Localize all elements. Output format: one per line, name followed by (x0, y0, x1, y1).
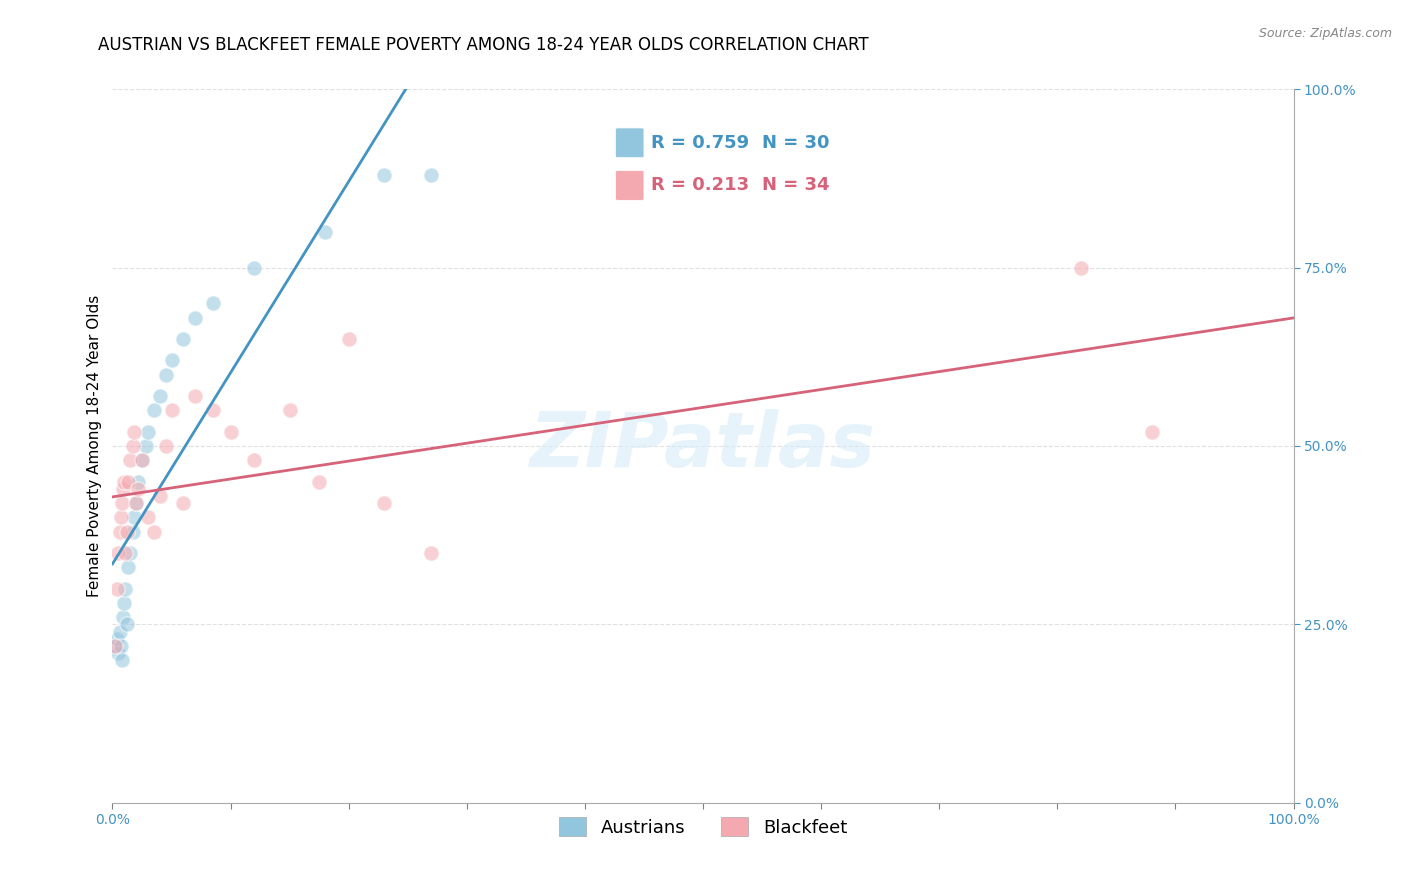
Point (112, 596, 135, 610)
Point (219, 425, 242, 439)
Point (121, 439, 143, 453)
Point (110, 639, 132, 653)
Point (243, 260, 266, 275)
Point (160, 353, 183, 368)
Point (337, 332, 360, 346)
Point (111, 653, 134, 667)
Point (112, 475, 135, 489)
Point (131, 453, 153, 467)
Point (160, 403, 183, 417)
Point (184, 389, 207, 403)
Point (120, 546, 142, 560)
Point (155, 368, 177, 382)
Point (142, 524, 165, 539)
Text: Source: ZipAtlas.com: Source: ZipAtlas.com (1258, 27, 1392, 40)
Point (308, 475, 330, 489)
Point (115, 617, 138, 632)
Point (117, 560, 139, 574)
Point (122, 425, 145, 439)
Point (155, 439, 177, 453)
Point (172, 496, 194, 510)
Point (136, 510, 159, 524)
Point (314, 225, 336, 239)
Point (104, 639, 127, 653)
Point (111, 496, 134, 510)
Point (201, 296, 224, 310)
Text: ZIPatlas: ZIPatlas (530, 409, 876, 483)
Point (108, 624, 131, 639)
Point (121, 524, 143, 539)
Point (149, 489, 172, 503)
Point (420, 546, 443, 560)
Point (135, 439, 157, 453)
Point (172, 332, 194, 346)
Point (114, 582, 136, 596)
Point (115, 524, 138, 539)
Point (420, 168, 443, 182)
Point (127, 482, 149, 496)
Point (127, 475, 149, 489)
Point (120, 453, 142, 467)
Point (112, 482, 135, 496)
Y-axis label: Female Poverty Among 18-24 Year Olds: Female Poverty Among 18-24 Year Olds (87, 295, 103, 597)
Point (112, 610, 135, 624)
Point (110, 510, 132, 524)
Point (131, 453, 153, 467)
Point (105, 582, 128, 596)
Point (243, 453, 266, 467)
Point (108, 524, 131, 539)
Point (122, 510, 145, 524)
Point (125, 496, 148, 510)
Legend: Austrians, Blackfeet: Austrians, Blackfeet (551, 810, 855, 844)
Point (114, 546, 136, 560)
Point (1140, 425, 1163, 439)
Point (142, 403, 165, 417)
Point (125, 496, 148, 510)
Point (1070, 260, 1092, 275)
Point (201, 403, 224, 417)
Point (117, 475, 139, 489)
Point (105, 632, 128, 646)
Point (107, 646, 129, 660)
Point (136, 425, 159, 439)
Point (184, 310, 207, 325)
Point (104, 639, 127, 653)
Point (278, 403, 301, 417)
Point (107, 546, 129, 560)
Text: AUSTRIAN VS BLACKFEET FEMALE POVERTY AMONG 18-24 YEAR OLDS CORRELATION CHART: AUSTRIAN VS BLACKFEET FEMALE POVERTY AMO… (98, 36, 869, 54)
Point (149, 389, 172, 403)
Point (373, 496, 395, 510)
Point (373, 168, 395, 182)
